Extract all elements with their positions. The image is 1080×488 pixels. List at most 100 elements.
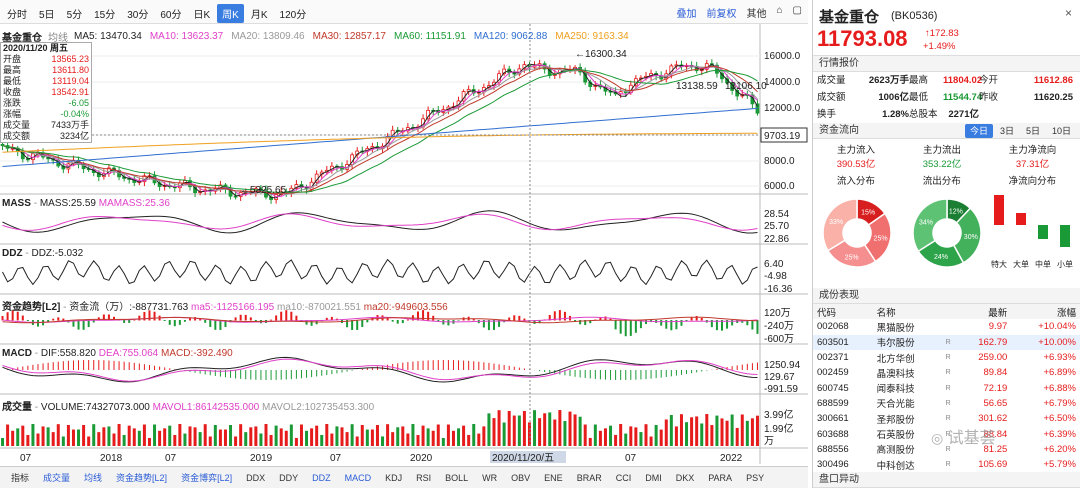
fund-bar xyxy=(138,315,141,321)
table-row[interactable]: 600745 闻泰科技 R 72.19 +6.88% xyxy=(817,382,1076,396)
flow-tab-2[interactable]: 5日 xyxy=(1025,126,1040,136)
x-tick: 07 xyxy=(20,453,32,464)
tab-1[interactable]: 5日 xyxy=(39,10,55,21)
indicator-tab-20[interactable]: PSY xyxy=(746,472,765,483)
volume-bar xyxy=(264,424,268,446)
flow-tab-1[interactable]: 3日 xyxy=(999,126,1014,136)
indicator-tab-2[interactable]: 均线 xyxy=(84,473,103,483)
fund-bar xyxy=(143,311,146,321)
volume-bar xyxy=(239,424,243,446)
ma-legend-6: MA250: 9163.34 xyxy=(555,31,629,42)
table-row[interactable]: 300496 中科创达 R 105.69 +5.79% xyxy=(817,459,1076,472)
volume-bar xyxy=(31,424,35,446)
indicator-tab-5[interactable]: DDX xyxy=(246,472,266,483)
table-row[interactable]: 002459 晶澳科技 R 89.84 +6.89% xyxy=(817,367,1076,380)
indicator-tab-16[interactable]: CCI xyxy=(615,472,632,483)
info-row: 最高 13611.80 xyxy=(3,65,89,75)
indicator-tab-15[interactable]: BRAR xyxy=(576,472,602,483)
table-row[interactable]: 603688 石英股份 R 88.84 +6.39% xyxy=(817,428,1076,442)
chart-area[interactable]: 16000.0 14000.0 12000.0 9703.19 8000.0 6000.0… xyxy=(0,24,808,464)
indicator-tab-10[interactable]: RSI xyxy=(416,472,432,483)
table-row[interactable]: 002371 北方华创 R 259.00 +6.93% xyxy=(817,352,1076,365)
indicator-tab-14[interactable]: ENE xyxy=(544,472,563,483)
volume-bar xyxy=(46,427,50,446)
more-button[interactable]: 其他 xyxy=(746,9,767,20)
volume-bar xyxy=(163,428,167,446)
right-panel: 基金重仓 (BK0536) 11793.08 ↑172.83 +1.49% × … xyxy=(812,0,1080,488)
tab-4[interactable]: 30分 xyxy=(127,10,149,21)
table-row[interactable]: 300661 圣邦股份 R 301.62 +6.50% xyxy=(817,413,1076,426)
table-row[interactable]: 603501 韦尔股份 R 162.79 +10.00% xyxy=(813,334,1080,350)
volume-bar xyxy=(472,424,476,446)
sub-y-tick: -4.98 xyxy=(764,271,787,282)
quote-section-title: 行情报价 xyxy=(813,56,1080,72)
tab-0[interactable]: 分时 xyxy=(7,10,27,21)
flow-tab-3[interactable]: 10日 xyxy=(1051,126,1071,136)
fund-bar xyxy=(249,317,252,321)
indicator-tab-13[interactable]: OBV xyxy=(511,472,531,483)
tab-2[interactable]: 5分 xyxy=(66,10,83,21)
tab-3[interactable]: 15分 xyxy=(94,10,116,21)
tab-7[interactable]: 周K xyxy=(217,4,244,23)
macd-histogram xyxy=(7,360,758,380)
tab-5[interactable]: 60分 xyxy=(160,10,182,21)
indicator-tab-1[interactable]: 成交量 xyxy=(43,473,71,483)
crosshair-date-box xyxy=(490,451,566,463)
fund-ma20 xyxy=(2,316,758,324)
close-icon[interactable]: × xyxy=(1064,6,1072,20)
volume-bar xyxy=(6,424,10,446)
indicator-tab-7[interactable]: DDZ xyxy=(312,472,331,483)
indicator-tab-18[interactable]: DKX xyxy=(675,472,695,483)
volume-bar xyxy=(558,410,562,446)
table-row[interactable]: 688599 天合光能 R 56.65 +6.79% xyxy=(817,397,1076,411)
indicator-tab-8[interactable]: MACD xyxy=(344,472,372,483)
tab-9[interactable]: 120分 xyxy=(279,10,307,21)
candles xyxy=(0,59,760,204)
outflow-pie: 12% 30% 24% 34% xyxy=(912,198,982,268)
tab-8[interactable]: 月K xyxy=(250,10,268,21)
indicator-tab-0[interactable]: 指标 xyxy=(11,473,30,483)
constituents-title: 成份表现 xyxy=(813,288,1080,304)
fund-bar xyxy=(37,320,39,327)
volume-bar xyxy=(411,424,415,446)
indicator-tab-12[interactable]: WR xyxy=(482,472,498,483)
fund-bar xyxy=(199,318,202,321)
sub-y-tick: 万 xyxy=(764,436,774,447)
tab-6[interactable]: 日K xyxy=(193,10,211,21)
volume-bar xyxy=(244,432,248,446)
volume-bar xyxy=(527,422,531,446)
table-row[interactable]: 002068 黑猫股份 9.97 +10.04% xyxy=(817,321,1076,334)
ma-type[interactable]: 均线 xyxy=(48,33,68,44)
indicator-tab-4[interactable]: 资金博弈[L2] xyxy=(181,473,233,483)
indicator-tab-3[interactable]: 资金趋势[L2] xyxy=(116,473,168,483)
adjust-dropdown[interactable]: 前复权 xyxy=(706,9,737,20)
fund-bar xyxy=(178,320,181,325)
volume-bar xyxy=(548,412,552,446)
sub-y-tick: 28.54 xyxy=(764,209,789,220)
indicator-tab-9[interactable]: KDJ xyxy=(385,472,403,483)
indicator-tab-11[interactable]: BOLL xyxy=(445,472,469,483)
pin-icon[interactable]: ⌂ xyxy=(776,5,783,16)
low-annotation: ←5325.65 xyxy=(240,185,287,196)
indicator-tab-19[interactable]: PARA xyxy=(708,472,733,483)
overlay-button[interactable]: 叠加 xyxy=(676,9,697,20)
fund-bar xyxy=(102,314,105,321)
volume-bar xyxy=(289,424,293,446)
fund-bar xyxy=(310,320,313,326)
dist-title-1: 流出分布 xyxy=(922,176,961,187)
fund-bar xyxy=(224,320,227,328)
indicator-tab-17[interactable]: DMI xyxy=(645,472,662,483)
indicator-tab-6[interactable]: DDY xyxy=(279,472,299,483)
volume-bar xyxy=(345,432,349,446)
dif-line xyxy=(2,356,758,383)
collapse-icon[interactable]: ▢ xyxy=(792,5,802,16)
volume-bar xyxy=(421,425,425,446)
fund-bar xyxy=(21,315,24,321)
kline-chart[interactable]: 16000.0 14000.0 12000.0 9703.19 8000.0 6000.0… xyxy=(0,24,808,464)
fund-bar xyxy=(690,317,693,321)
volume-bar xyxy=(553,419,557,446)
fund-bar xyxy=(386,317,389,321)
mass-line xyxy=(2,210,758,234)
table-row[interactable]: 688556 高测股份 R 81.25 +6.20% xyxy=(817,443,1076,457)
flow-tab-0[interactable]: 今日 xyxy=(964,124,993,138)
